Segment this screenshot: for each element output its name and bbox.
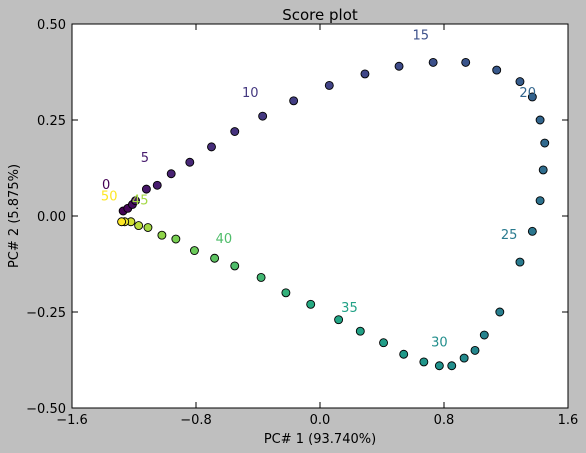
score-point [258, 111, 268, 121]
score-point [152, 180, 162, 190]
x-tick-label: −0.8 [180, 413, 212, 428]
plot-area [71, 23, 569, 409]
score-point [117, 217, 127, 227]
score-point [281, 288, 291, 298]
x-axis-label: PC# 1 (93.740%) [264, 432, 376, 447]
score-point [399, 349, 409, 359]
score-point [289, 96, 299, 106]
score-point [334, 315, 344, 325]
point-annotations: 0 5 10 15 20 25 30 35 40 45 50 [101, 28, 536, 350]
point-index-label: 40 [216, 232, 233, 247]
score-point [492, 65, 502, 75]
score-point [470, 345, 480, 355]
x-tick-label: −1.6 [56, 413, 88, 428]
y-tick-label: 0.25 [37, 114, 66, 129]
score-point [185, 157, 195, 167]
score-point [535, 115, 545, 125]
score-point [143, 223, 153, 232]
score-point [461, 57, 471, 67]
score-point [230, 261, 240, 271]
score-point [540, 138, 550, 148]
score-point [394, 61, 404, 71]
x-tick-label: 0.0 [310, 413, 331, 428]
score-point [515, 77, 525, 87]
score-point [171, 234, 181, 244]
scatter-points [117, 57, 550, 371]
score-point [527, 92, 537, 102]
score-point [134, 221, 144, 231]
score-point [379, 338, 388, 348]
point-index-label: 50 [101, 190, 118, 205]
score-point [306, 299, 316, 309]
point-index-label: 5 [141, 151, 149, 166]
score-point [131, 196, 141, 206]
score-point [256, 272, 266, 282]
point-index-label: 0 [102, 178, 110, 193]
score-point [230, 127, 240, 136]
x-tick-label: 0.8 [434, 413, 455, 428]
point-index-label: 25 [501, 228, 518, 243]
y-tick-label: −0.50 [26, 402, 66, 417]
point-index-label: 30 [431, 336, 448, 351]
axis-ticks: −1.6 −0.8 0.0 0.8 1.6 0.50 0.25 0.00 −0.25 −0.50 [26, 18, 578, 428]
point-index-label: 45 [132, 193, 149, 208]
point-index-label: 10 [242, 86, 259, 101]
score-point [447, 361, 457, 371]
score-point [210, 253, 220, 263]
score-point [527, 226, 537, 236]
y-tick-label: 0.50 [37, 18, 66, 33]
score-point [419, 357, 429, 367]
point-index-label: 35 [341, 301, 358, 316]
y-tick-label: −0.25 [26, 306, 66, 321]
score-point [495, 307, 505, 317]
score-point [157, 230, 167, 240]
score-point [360, 69, 370, 79]
score-point [428, 57, 438, 67]
score-point [166, 169, 176, 179]
score-point [324, 80, 334, 90]
score-point [355, 326, 365, 336]
score-point [141, 184, 151, 194]
score-point [515, 257, 525, 267]
y-axis-label: PC# 2 (5.875%) [7, 164, 22, 268]
y-tick-label: 0.00 [37, 210, 66, 225]
score-point [538, 165, 548, 175]
point-index-label: 15 [412, 28, 429, 43]
point-index-label: 20 [519, 86, 536, 101]
score-point [189, 246, 199, 256]
x-tick-label: 1.6 [558, 413, 579, 428]
score-point [207, 142, 216, 152]
score-point [535, 196, 545, 206]
score-point [434, 361, 444, 371]
score-point [479, 330, 489, 340]
score-point [459, 353, 469, 363]
chart-title: Score plot [282, 6, 358, 24]
